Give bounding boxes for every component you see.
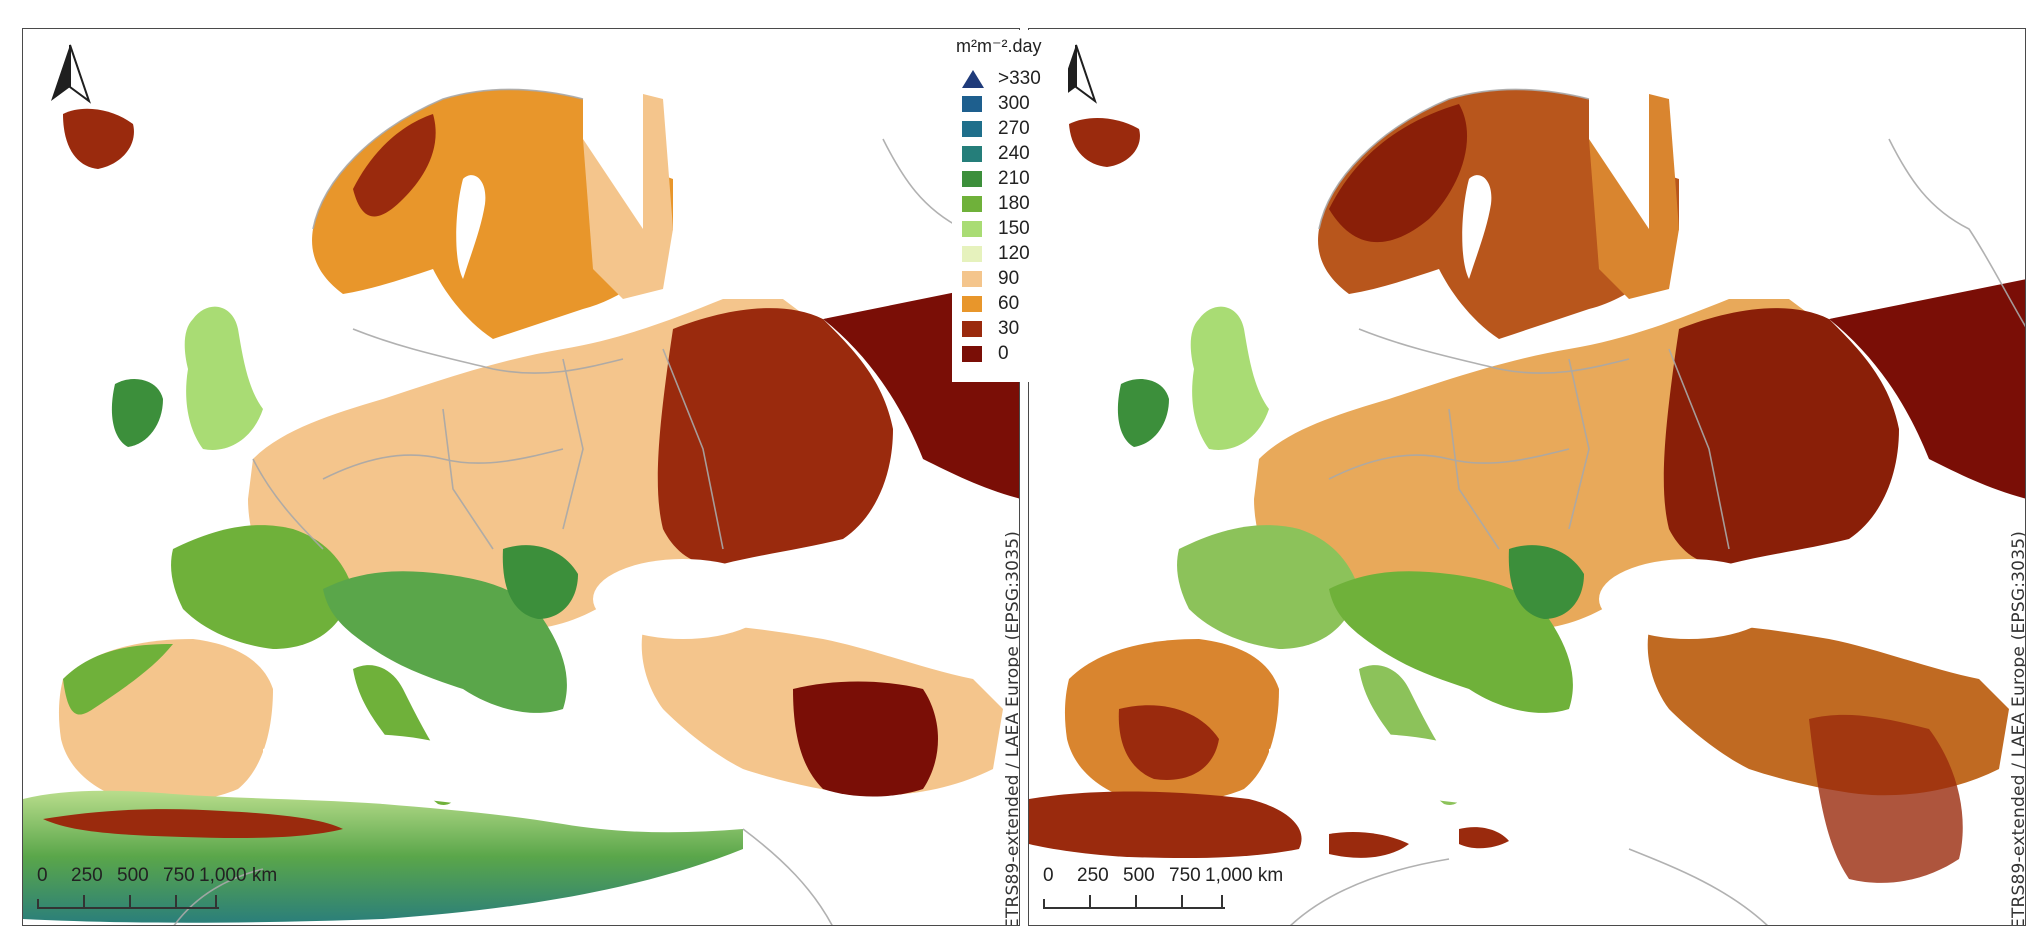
legend-item: 90 — [962, 268, 1062, 292]
land-data-right — [1029, 89, 2025, 883]
map-right — [1029, 29, 2025, 925]
legend-swatch — [962, 196, 982, 212]
scale-tick — [215, 895, 217, 907]
scale-label-750: 750 — [1169, 865, 1201, 886]
legend-swatch — [962, 221, 982, 237]
legend-item: 60 — [962, 293, 1062, 317]
legend-label: 150 — [998, 218, 1030, 239]
scale-bar-right: 0 250 500 750 1,000 km — [1043, 865, 1383, 911]
legend-title: m²m⁻².day — [956, 36, 1042, 56]
scale-tick — [129, 895, 131, 907]
map-panel-right: 0 250 500 750 1,000 km ETRS89-extended /… — [1028, 28, 2026, 926]
scale-tick — [175, 895, 177, 907]
legend-label: 210 — [998, 168, 1030, 189]
scale-label-500: 500 — [1123, 865, 1155, 886]
scale-line — [37, 899, 219, 909]
legend-swatch — [962, 321, 982, 337]
legend-item: 240 — [962, 143, 1062, 167]
map-panel-left: 0 250 500 750 1,000 km ETRS89-extended /… — [22, 28, 1020, 926]
crs-label-right: ETRS89-extended / LAEA Europe (EPSG:3035… — [2009, 530, 2026, 926]
scale-label-250: 250 — [71, 865, 103, 886]
scale-line — [1043, 899, 1225, 909]
legend-swatch — [962, 246, 982, 262]
legend-item: 300 — [962, 93, 1062, 117]
legend-swatch — [962, 96, 982, 112]
scale-tick — [1089, 895, 1091, 907]
scale-label-500: 500 — [117, 865, 149, 886]
legend-item: 30 — [962, 318, 1062, 342]
legend-item: 150 — [962, 218, 1062, 242]
legend-label: 300 — [998, 93, 1030, 114]
legend-label: 60 — [998, 293, 1020, 314]
scale-tick — [1181, 895, 1183, 907]
scale-tick — [1221, 895, 1223, 907]
scale-tick — [1135, 895, 1137, 907]
legend-label: 240 — [998, 143, 1030, 164]
legend-label: 90 — [998, 268, 1020, 289]
scale-label-750: 750 — [163, 865, 195, 886]
black-sea — [593, 559, 773, 639]
black-sea — [1599, 559, 1779, 639]
scale-label-0: 0 — [37, 865, 48, 886]
legend-item: 0 — [962, 343, 1062, 367]
legend-item: 270 — [962, 118, 1062, 142]
scale-bar-left: 0 250 500 750 1,000 km — [37, 865, 377, 911]
legend-swatch — [962, 171, 982, 187]
legend-swatch-triangle — [962, 70, 984, 88]
legend-item: 210 — [962, 168, 1062, 192]
legend-item: 180 — [962, 193, 1062, 217]
mediterranean-sea — [263, 734, 723, 824]
legend-swatch — [962, 271, 982, 287]
scale-label-0: 0 — [1043, 865, 1054, 886]
scale-label-1000: 1,000 km — [199, 865, 278, 886]
legend-item: >330 — [962, 68, 1062, 92]
legend-label: 120 — [998, 243, 1030, 264]
scale-label-1000: 1,000 km — [1205, 865, 1284, 886]
legend-swatch — [962, 346, 982, 362]
scale-label-250: 250 — [1077, 865, 1109, 886]
legend-label: 180 — [998, 193, 1030, 214]
legend-label: >330 — [998, 68, 1041, 89]
legend-item: 120 — [962, 243, 1062, 267]
map-left — [23, 29, 1019, 925]
crs-label-left: ETRS89-extended / LAEA Europe (EPSG:3035… — [1003, 530, 1020, 926]
legend-swatch — [962, 146, 982, 162]
scale-tick — [83, 895, 85, 907]
legend-label: 30 — [998, 318, 1020, 339]
legend-label: 0 — [998, 343, 1009, 364]
legend-swatch — [962, 296, 982, 312]
legend: m²m⁻².day >330 300 270 240 210 180 150 1… — [952, 30, 1068, 382]
legend-label: 270 — [998, 118, 1030, 139]
mediterranean-sea — [1269, 734, 1729, 824]
north-arrow-icon — [51, 44, 91, 104]
land-data-left — [23, 89, 1019, 923]
legend-swatch — [962, 121, 982, 137]
